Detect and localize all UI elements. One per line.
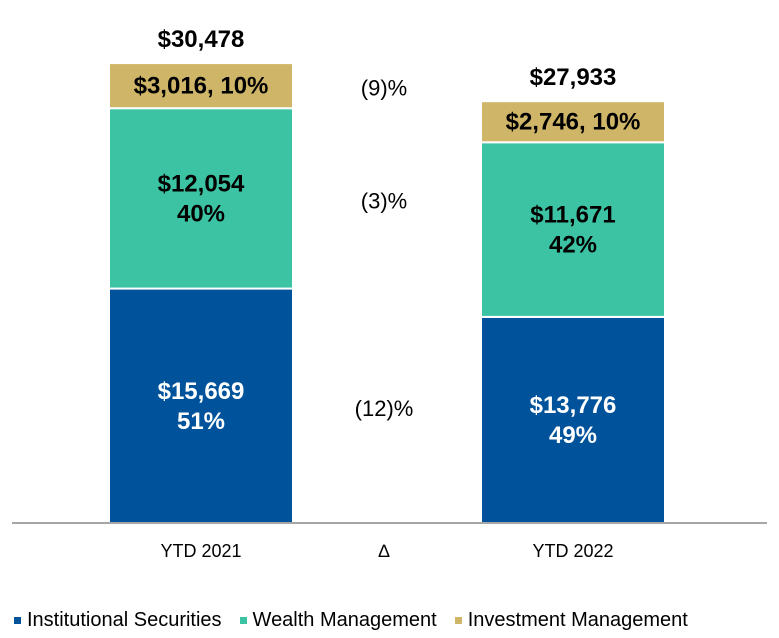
data-label-wealth-management-ytd-2022-2: 42%	[549, 232, 597, 259]
bar-wealth-management-ytd-2022	[480, 141, 666, 318]
chart-legend: Institutional Securities Wealth Managemen…	[14, 606, 774, 634]
total-label-ytd-2021: $30,478	[158, 26, 245, 53]
bar-institutional-securities-ytd-2021	[108, 287, 294, 524]
legend-swatch-investment-management	[454, 616, 462, 624]
data-label-institutional-securities-ytd-2021-2: 51%	[177, 408, 225, 435]
legend-item-institutional-securities: Institutional Securities	[14, 609, 222, 632]
legend-label-institutional-securities: Institutional Securities	[27, 608, 222, 631]
data-label-institutional-securities-ytd-2021-1: $15,669	[158, 378, 245, 405]
change-label-investment-management: (9)%	[361, 76, 407, 101]
legend-swatch-wealth-management	[239, 616, 247, 624]
legend-item-investment-management: Investment Management	[454, 608, 688, 632]
data-label-investment-management-ytd-2022-1: $2,746, 10%	[506, 109, 641, 136]
change-labels-group: (12)% (3)% (9)%	[355, 76, 414, 421]
change-label-institutional-securities: (12)%	[355, 396, 414, 421]
change-label-wealth-management: (3)%	[361, 188, 407, 213]
bars-group: $15,669 51% $12,054 40% $3,016, 10% $30,478 $1…	[108, 26, 666, 524]
data-label-wealth-management-ytd-2022-1: $11,671	[530, 202, 615, 229]
data-label-investment-management-ytd-2021-1: $3,016, 10%	[134, 73, 269, 100]
x-tick-ytd-2021: YTD 2021	[160, 541, 241, 561]
bar-wealth-management-ytd-2021	[108, 107, 294, 290]
delta-axis-label: ∆	[378, 541, 389, 561]
data-label-wealth-management-ytd-2021-2: 40%	[177, 200, 225, 227]
x-tick-ytd-2022: YTD 2022	[532, 541, 613, 561]
legend-label-wealth-management: Wealth Management	[252, 608, 437, 631]
legend-swatch-institutional-securities	[14, 616, 21, 624]
x-tick-labels-group: YTD 2021 YTD 2022 ∆	[160, 541, 613, 561]
bar-investment-management-ytd-2021	[108, 62, 294, 110]
data-label-institutional-securities-ytd-2022-2: 49%	[549, 422, 597, 449]
data-label-institutional-securities-ytd-2022-1: $13,776	[530, 392, 617, 419]
legend-item-wealth-management: Wealth Management	[239, 608, 437, 632]
bar-investment-management-ytd-2022	[480, 100, 666, 144]
bar-institutional-securities-ytd-2022	[480, 315, 666, 524]
data-label-wealth-management-ytd-2021-1: $12,054	[158, 170, 245, 197]
legend-label-investment-management: Investment Management	[467, 608, 688, 631]
total-label-ytd-2022: $27,933	[530, 64, 617, 91]
